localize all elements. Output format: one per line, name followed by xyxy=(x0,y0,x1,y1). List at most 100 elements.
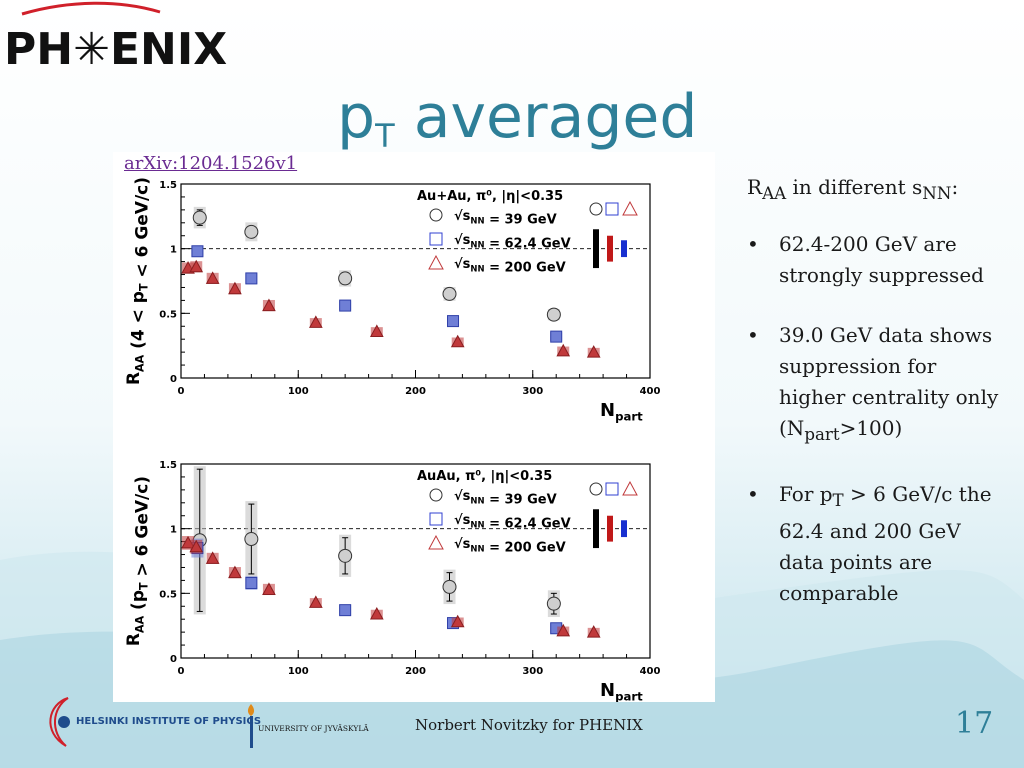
x-axis-label: Npart xyxy=(600,680,643,702)
data-point xyxy=(189,539,204,553)
x-tick-label: 400 xyxy=(640,386,661,397)
normalization-bar xyxy=(621,240,627,258)
x-tick-label: 300 xyxy=(522,666,543,677)
data-point xyxy=(450,614,465,628)
data-point xyxy=(447,315,460,328)
jyvaskyla-label: UNIVERSITY OF JYVÄSKYLÄ xyxy=(258,724,369,733)
y-axis-label: RAA (pT > 6 GeV/c) xyxy=(124,476,153,646)
y-tick-label: 1.5 xyxy=(159,180,177,191)
data-point xyxy=(191,245,204,258)
data-point xyxy=(546,307,561,322)
x-tick-label: 200 xyxy=(405,386,426,397)
arxiv-link[interactable]: arXiv:1204.1526v1 xyxy=(124,153,298,174)
legend-label: √sNN = 62.4 GeV xyxy=(454,513,571,531)
bullet-dot-icon: • xyxy=(747,323,759,347)
legend-marker xyxy=(428,254,444,270)
data-point xyxy=(244,224,259,239)
bullet-dot-icon: • xyxy=(747,482,759,506)
legend-label: √sNN = 39 GeV xyxy=(454,489,557,507)
data-point xyxy=(244,532,259,547)
logo-arc xyxy=(21,1,161,16)
text-heading: RAA in different sNN: xyxy=(747,175,959,203)
bullet-dot-icon: • xyxy=(747,232,759,256)
y-tick-label: 0 xyxy=(170,374,177,385)
legend-marker xyxy=(428,534,444,550)
data-point xyxy=(228,565,242,579)
bullet-item: • For pT > 6 GeV/c the 62.4 and 200 GeV d… xyxy=(747,479,1007,609)
data-point xyxy=(550,330,563,343)
data-point xyxy=(189,259,204,273)
data-point xyxy=(338,548,353,563)
x-axis-label: Npart xyxy=(600,400,643,424)
helsinki-logo-icon xyxy=(49,697,70,747)
data-point xyxy=(369,324,384,337)
slide-title: pT averaged xyxy=(337,82,698,155)
legend-label: √sNN = 200 GeV xyxy=(454,537,566,555)
plot-title: AuAu, π⁰, |η|<0.35 xyxy=(417,469,552,484)
normalization-bar xyxy=(607,515,613,542)
norm-key-marker xyxy=(589,202,603,216)
data-point xyxy=(556,343,571,357)
data-point xyxy=(586,345,601,358)
norm-key-marker xyxy=(622,480,638,496)
data-point xyxy=(339,604,352,617)
norm-key-marker xyxy=(605,482,619,496)
norm-key-marker xyxy=(622,200,638,216)
y-tick-label: 1 xyxy=(170,525,177,536)
plot-panel: 0 100 200 300 400 0 0.5 1 1.5 Npart RAA (4 < pT < … xyxy=(113,152,715,704)
bullet-list: • 62.4-200 GeV are strongly suppressed • 3… xyxy=(747,229,1007,609)
legend-label: √sNN = 62.4 GeV xyxy=(454,233,571,251)
y-tick-label: 0 xyxy=(170,654,177,665)
x-tick-label: 100 xyxy=(288,386,309,397)
data-point xyxy=(369,606,384,620)
data-point xyxy=(339,299,352,312)
legend-label: √sNN = 200 GeV xyxy=(454,257,566,275)
legend-label: √sNN = 39 GeV xyxy=(454,209,557,227)
data-point xyxy=(586,625,601,638)
normalization-bar xyxy=(593,229,599,269)
data-point xyxy=(308,315,323,328)
x-tick-label: 100 xyxy=(288,666,309,677)
norm-key-marker xyxy=(605,202,619,216)
data-point xyxy=(546,596,561,611)
legend-marker xyxy=(429,512,443,526)
data-point xyxy=(262,582,276,595)
normalization-bar xyxy=(593,509,599,549)
data-point xyxy=(308,595,323,608)
footer-author: Norbert Novitzky for PHENIX xyxy=(415,716,643,734)
y-tick-label: 1 xyxy=(170,245,177,256)
jyvaskyla-logo-icon xyxy=(247,704,255,748)
norm-key-marker xyxy=(589,482,603,496)
data-point xyxy=(205,551,220,564)
y-axis-label: RAA (4 < pT < 6 GeV/c) xyxy=(124,177,153,385)
logo-wordmark: PH✳ENIX xyxy=(4,24,228,75)
bullet-item: • 62.4-200 GeV are strongly suppressed xyxy=(747,229,1007,291)
legend-marker xyxy=(429,232,443,246)
data-point xyxy=(228,281,242,295)
text-panel: RAA in different sNN: • 62.4-200 GeV are … xyxy=(747,172,1007,638)
helsinki-label: HELSINKI INSTITUTE OF PHYSICS xyxy=(76,716,262,727)
data-point xyxy=(556,623,571,637)
legend-marker xyxy=(429,208,443,222)
data-point xyxy=(205,271,220,284)
x-tick-label: 0 xyxy=(178,386,185,397)
data-point xyxy=(442,286,457,301)
data-point xyxy=(262,298,276,312)
data-point xyxy=(245,272,258,285)
normalization-bar xyxy=(607,235,613,262)
data-point xyxy=(442,579,457,594)
bullet-item: • 39.0 GeV data shows suppression for hig… xyxy=(747,320,1007,450)
x-tick-label: 0 xyxy=(178,666,185,677)
y-tick-label: 1.5 xyxy=(159,460,177,471)
plot-title: Au+Au, π⁰, |η|<0.35 xyxy=(417,189,563,204)
x-tick-label: 200 xyxy=(405,666,426,677)
phenix-logo: PH✳ENIX xyxy=(0,0,230,80)
normalization-bar xyxy=(621,520,627,538)
y-tick-label: 0.5 xyxy=(159,589,177,600)
x-tick-label: 400 xyxy=(640,666,661,677)
data-point xyxy=(192,210,207,225)
data-point xyxy=(338,271,353,286)
y-tick-label: 0.5 xyxy=(159,309,177,320)
x-tick-label: 300 xyxy=(522,386,543,397)
